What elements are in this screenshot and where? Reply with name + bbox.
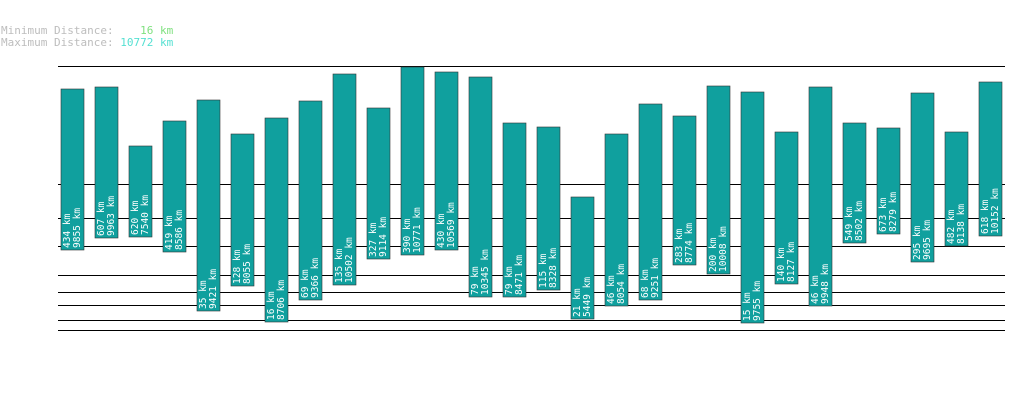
max-distance-label: Maximum Distance:: [1, 36, 114, 49]
bar-max-label: 8502 km: [854, 201, 865, 241]
bar-max-label: 10502 km: [344, 237, 355, 283]
bar-max-label: 10008 km: [718, 226, 729, 272]
bar-min-label: 549 km: [844, 206, 855, 241]
range-bar: [230, 133, 255, 287]
bar-min-label: 295 km: [912, 225, 923, 260]
range-bar: [162, 120, 187, 253]
bar-min-label: 79 km: [470, 266, 481, 295]
legend: Minimum Distance: 16 km Maximum Distance…: [1, 25, 173, 49]
range-bar: [60, 88, 85, 251]
range-bar: [740, 91, 765, 324]
min-distance-label: Minimum Distance:: [1, 24, 114, 37]
bar-min-label: 140 km: [776, 247, 787, 282]
bar-min-label: 283 km: [674, 228, 685, 263]
bar-min-label: 419 km: [164, 215, 175, 250]
bar-min-label: 35 km: [198, 280, 209, 309]
bar-min-label: 128 km: [232, 249, 243, 284]
bar-max-label: 10569 km: [446, 202, 457, 248]
range-bar: [400, 66, 425, 256]
bar-min-label: 390 km: [402, 218, 413, 253]
bar-max-label: 8586 km: [174, 210, 185, 250]
bar-min-label: 15 km: [742, 292, 753, 321]
bar-min-label: 327 km: [368, 222, 379, 257]
range-bar: [774, 131, 799, 285]
bar-max-label: 8127 km: [786, 242, 797, 282]
bar-max-label: 9251 km: [650, 258, 661, 298]
bar-min-label: 21 km: [572, 288, 583, 317]
range-bar: [468, 76, 493, 298]
bar-min-label: 135 km: [334, 248, 345, 283]
bar-min-label: 46 km: [810, 275, 821, 304]
max-distance-value: 10772 km: [120, 36, 174, 49]
bar-min-label: 620 km: [130, 200, 141, 235]
bar-max-label: 9366 km: [310, 258, 321, 298]
bar-max-label: 9695 km: [922, 220, 933, 260]
bar-min-label: 607 km: [96, 201, 107, 236]
bar-min-label: 673 km: [878, 197, 889, 232]
bar-max-label: 8706 km: [276, 280, 287, 320]
bar-min-label: 434 km: [62, 213, 73, 248]
range-bar: [876, 127, 901, 235]
range-bar: [570, 196, 595, 320]
bar-max-label: 10345 km: [480, 249, 491, 295]
bar-max-label: 9855 km: [72, 208, 83, 248]
bar-min-label: 482 km: [946, 209, 957, 244]
range-bar: [264, 117, 289, 323]
bar-min-label: 430 km: [436, 213, 447, 248]
bar-max-label: 10152 km: [990, 188, 1001, 234]
bar-max-label: 8774 km: [684, 223, 695, 263]
range-bar: [94, 86, 119, 239]
bar-min-label: 46 km: [606, 275, 617, 304]
range-bar: [332, 73, 357, 286]
range-bar: [842, 122, 867, 244]
bar-max-label: 8138 km: [956, 204, 967, 244]
bar-max-label: 9948 km: [820, 264, 831, 304]
bar-max-label: 8328 km: [548, 248, 559, 288]
range-bar: [808, 86, 833, 307]
range-bar: [672, 115, 697, 266]
range-bar: [298, 100, 323, 301]
range-bar: [706, 85, 731, 275]
bar-min-label: 618 km: [980, 199, 991, 234]
range-bar: [910, 92, 935, 263]
bar-min-label: 200 km: [708, 237, 719, 272]
bar-min-label: 68 km: [640, 269, 651, 298]
bar-max-label: 10771 km: [412, 207, 423, 253]
bar-min-label: 69 km: [300, 269, 311, 298]
bar-min-label: 16 km: [266, 291, 277, 320]
range-bar: [434, 71, 459, 251]
bar-min-label: 115 km: [538, 253, 549, 288]
range-bar: [604, 133, 629, 307]
bar-min-label: 79 km: [504, 266, 515, 295]
range-bar: [128, 145, 153, 238]
bar-max-label: 5449 km: [582, 277, 593, 317]
range-bar: [944, 131, 969, 247]
bar-max-label: 9963 km: [106, 196, 117, 236]
bar-max-label: 9114 km: [378, 217, 389, 257]
range-bar: [536, 126, 561, 291]
range-bar: [638, 103, 663, 301]
bar-max-label: 7540 km: [140, 195, 151, 235]
min-distance-value: 16 km: [140, 24, 174, 37]
bar-max-label: 9755 km: [752, 281, 763, 321]
bar-max-label: 8471 km: [514, 255, 525, 295]
range-bar: [978, 81, 1003, 237]
bar-max-label: 8054 km: [616, 264, 627, 304]
range-bar: [502, 122, 527, 298]
range-bar: [196, 99, 221, 312]
bar-max-label: 9421 km: [208, 269, 219, 309]
bar-max-label: 8279 km: [888, 192, 899, 232]
bar-max-label: 8055 km: [242, 244, 253, 284]
range-bar: [366, 107, 391, 260]
